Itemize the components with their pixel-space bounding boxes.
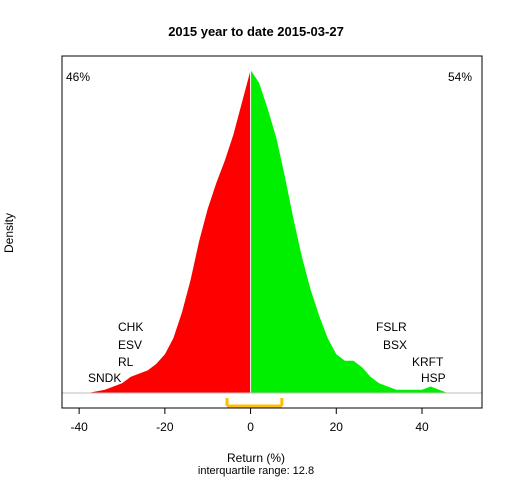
x-axis-label: Return (%) [227,451,285,465]
x-tick-label: -20 [156,420,174,434]
ticker-label-left: ESV [118,338,142,352]
x-tick-label: 20 [330,420,344,434]
x-tick-label: 0 [247,420,254,434]
x-axis: -40 -20 0 20 40 [70,408,429,434]
plot-border [61,55,483,409]
y-axis-label: Density [2,213,16,253]
iqr-bar [225,398,284,408]
negative-density-area [87,70,251,393]
negative-share-label: 46% [66,70,90,84]
positive-density-area [250,70,457,393]
density-area [87,70,457,393]
ticker-label-right: KRFT [412,355,444,369]
x-tick-label: 40 [415,420,429,434]
ticker-label-right: BSX [383,338,407,352]
ticker-label-left: SNDK [88,371,121,385]
iqr-subtitle: interquartile range: 12.8 [198,465,314,477]
positive-share-label: 54% [448,70,472,84]
ticker-label-right: HSP [421,371,446,385]
ticker-label-right: FSLR [376,320,407,334]
chart-title: 2015 year to date 2015-03-27 [168,24,344,39]
ticker-label-left: RL [118,355,134,369]
x-tick-label: -40 [70,420,88,434]
ticker-label-left: CHK [118,320,143,334]
plot-frame [61,55,483,409]
